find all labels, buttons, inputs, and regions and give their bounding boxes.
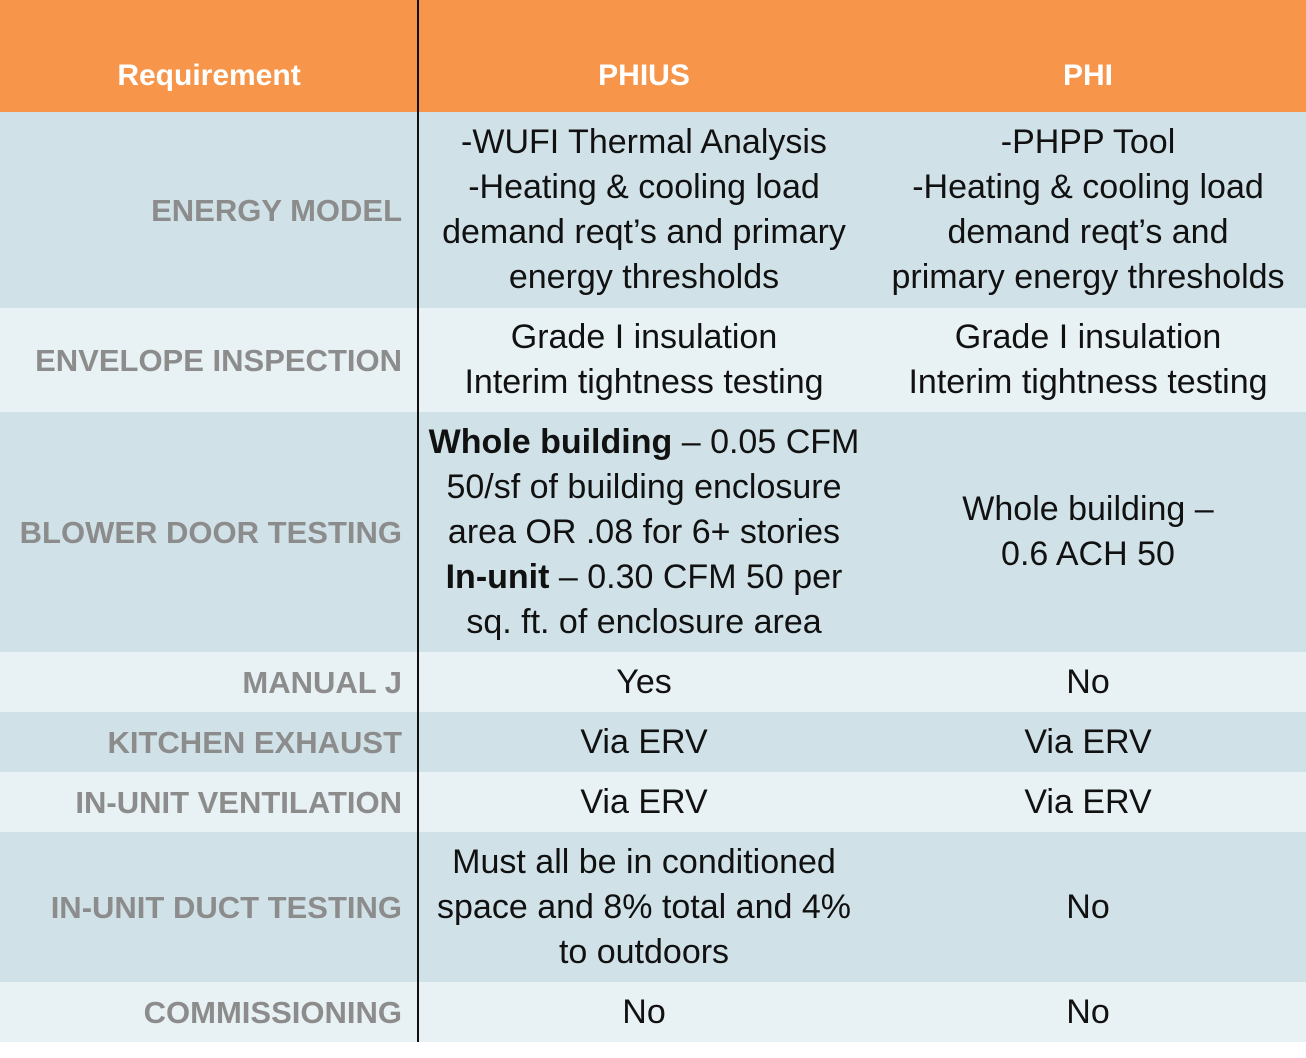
phi-cell: Whole building – 0.6 ACH 50 — [870, 412, 1306, 652]
row-label: ENVELOPE INSPECTION — [35, 342, 402, 378]
cell-line: Whole building – — [962, 490, 1214, 528]
table-row: KITCHEN EXHAUST Via ERV Via ERV — [0, 712, 1306, 772]
cell-line: Grade I insulation — [510, 318, 778, 356]
phius-cell: Yes — [616, 662, 672, 701]
cell-line: In-unit – 0.30 CFM 50 per — [429, 555, 860, 600]
cell-line: energy thresholds — [508, 258, 780, 296]
cell-line: demand reqt’s and — [947, 213, 1229, 251]
phi-cell: No — [1066, 992, 1110, 1031]
bold-term: In-unit — [445, 557, 550, 596]
table-row: IN-UNIT DUCT TESTING Must all be in cond… — [0, 832, 1306, 982]
phius-cell: Must all be in conditioned space and 8% … — [418, 832, 870, 982]
cell-line: Whole building – 0.05 CFM — [429, 420, 860, 465]
cell-line: area OR .08 for 6+ stories — [447, 512, 841, 551]
row-label: MANUAL J — [242, 664, 402, 700]
cell-line: 50/sf of building enclosure — [446, 467, 842, 506]
cell-line: 0.6 ACH 50 — [1001, 535, 1175, 573]
cell-line: -Heating & cooling load — [468, 168, 820, 206]
phi-cell: No — [1066, 887, 1110, 926]
phi-cell: No — [1066, 662, 1110, 701]
phi-cell: Via ERV — [1024, 722, 1152, 761]
header-phius: PHIUS — [598, 59, 690, 92]
cell-line: -WUFI Thermal Analysis — [461, 123, 827, 161]
cell-line: primary energy thresholds — [891, 258, 1285, 296]
table-row: ENVELOPE INSPECTION Grade I insulation I… — [0, 308, 1306, 412]
cell-line: Interim tightness testing — [908, 363, 1268, 401]
row-label: IN-UNIT VENTILATION — [75, 784, 402, 820]
row-label: COMMISSIONING — [143, 994, 402, 1030]
column-divider — [417, 0, 419, 1042]
row-label: KITCHEN EXHAUST — [107, 724, 402, 760]
header-row: Requirement PHIUS PHI — [0, 0, 1306, 112]
row-label: IN-UNIT DUCT TESTING — [50, 889, 402, 925]
phi-cell: Grade I insulation Interim tightness tes… — [870, 308, 1306, 412]
cell-line: to outdoors — [558, 932, 730, 971]
cell-line: Must all be in conditioned — [452, 842, 836, 881]
phius-cell: Grade I insulation Interim tightness tes… — [418, 308, 870, 412]
row-label: ENERGY MODEL — [151, 192, 402, 228]
cell-line: sq. ft. of enclosure area — [466, 602, 822, 641]
cell-line: -PHPP Tool — [1000, 123, 1176, 161]
cell-text: – 0.05 CFM — [672, 422, 860, 461]
phius-cell: -WUFI Thermal Analysis -Heating & coolin… — [418, 112, 870, 308]
phius-cell: No — [622, 992, 666, 1031]
cell-line: space and 8% total and 4% — [437, 887, 851, 926]
cell-line: Grade I insulation — [954, 318, 1222, 356]
table-row: IN-UNIT VENTILATION Via ERV Via ERV — [0, 772, 1306, 832]
phius-cell: Via ERV — [580, 722, 708, 761]
table-row: ENERGY MODEL -WUFI Thermal Analysis -Hea… — [0, 112, 1306, 308]
table-row: BLOWER DOOR TESTING Whole building – 0.0… — [0, 412, 1306, 652]
row-label: BLOWER DOOR TESTING — [19, 514, 402, 550]
phius-cell: Whole building – 0.05 CFM 50/sf of build… — [418, 412, 870, 652]
table-row: MANUAL J Yes No — [0, 652, 1306, 712]
header-requirement: Requirement — [117, 59, 301, 92]
header-phi: PHI — [1062, 59, 1113, 92]
phi-cell: -PHPP Tool -Heating & cooling load deman… — [870, 112, 1306, 308]
phius-cell: Via ERV — [580, 782, 708, 821]
cell-line: demand reqt’s and primary — [442, 213, 846, 251]
table-row: COMMISSIONING No No — [0, 982, 1306, 1042]
bold-term: Whole building — [428, 422, 673, 461]
cell-line: -Heating & cooling load — [912, 168, 1264, 206]
cell-text: – 0.30 CFM 50 per — [549, 557, 843, 596]
cell-line: Interim tightness testing — [464, 363, 824, 401]
phi-cell: Via ERV — [1024, 782, 1152, 821]
